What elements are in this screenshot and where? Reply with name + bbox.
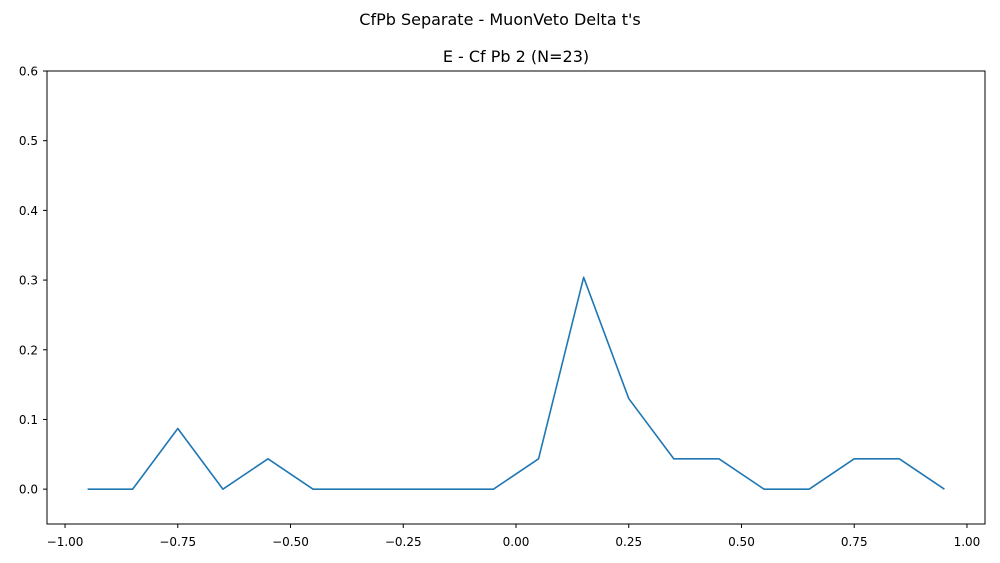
x-tick-label: 0.00 — [503, 535, 530, 549]
x-tick-label: 0.50 — [728, 535, 755, 549]
x-tick-label: −0.50 — [272, 535, 309, 549]
y-tick-label: 0.5 — [19, 134, 38, 148]
axes-frame — [46, 70, 986, 525]
axes-title: E - Cf Pb 2 (N=23) — [443, 47, 589, 66]
y-tick-label: 0.2 — [19, 343, 38, 357]
x-tick-label: −0.25 — [385, 535, 422, 549]
y-tick-label: 0.0 — [19, 483, 38, 497]
x-tick-label: 0.75 — [841, 535, 868, 549]
y-tick-label: 0.1 — [19, 413, 38, 427]
y-tick-label: 0.3 — [19, 274, 38, 288]
x-tick-label: −1.00 — [47, 535, 84, 549]
series-line-0 — [87, 276, 945, 490]
y-tick-label: 0.6 — [19, 65, 38, 79]
y-tick-label: 0.4 — [19, 204, 38, 218]
x-tick-label: 0.25 — [615, 535, 642, 549]
x-tick-label: −0.75 — [159, 535, 196, 549]
x-tick-label: 1.00 — [954, 535, 981, 549]
plot-area: −1.00 −0.75 −0.50 −0.25 0.00 0.25 0.50 0.75 1.00… — [19, 65, 986, 549]
figure-suptitle: CfPb Separate - MuonVeto Delta t's — [359, 10, 640, 29]
